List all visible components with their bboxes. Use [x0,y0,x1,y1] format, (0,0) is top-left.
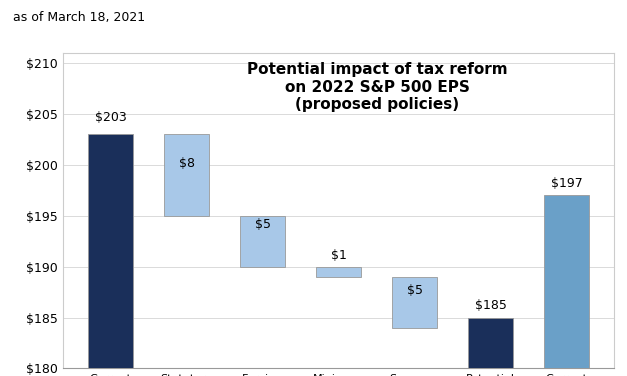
Bar [544,195,589,368]
Text: $1: $1 [330,249,347,261]
Text: $8: $8 [179,157,194,170]
Bar [240,216,285,267]
Text: Potential impact of tax reform
on 2022 S&P 500 EPS
(proposed policies): Potential impact of tax reform on 2022 S… [247,62,507,112]
Bar [316,267,361,277]
Bar [88,134,134,368]
Text: $203: $203 [95,111,127,124]
Text: $185: $185 [475,299,507,312]
Text: $197: $197 [551,177,582,190]
Bar [392,277,438,328]
Text: $5: $5 [255,218,271,231]
Bar [164,134,209,216]
Bar [468,318,514,368]
Text: as of March 18, 2021: as of March 18, 2021 [13,11,145,24]
Text: $5: $5 [406,284,423,297]
